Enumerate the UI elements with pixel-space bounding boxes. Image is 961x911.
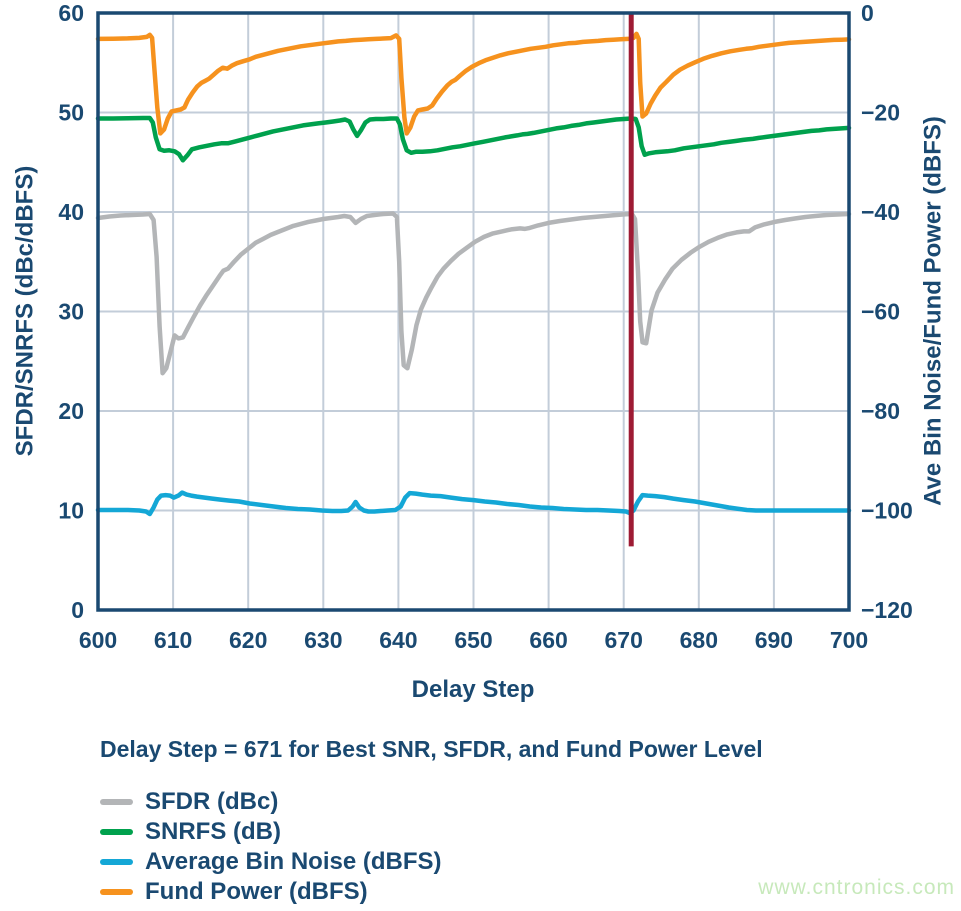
watermark: www.cntronics.com (758, 876, 955, 899)
x-tick-label: 670 (605, 627, 643, 653)
legend-item-snrfs: SNRFS (dB) (100, 817, 442, 847)
x-tick-label: 700 (830, 627, 868, 653)
y-left-tick-label: 10 (58, 498, 84, 524)
x-tick-label: 660 (529, 627, 567, 653)
x-tick-label: 630 (304, 627, 342, 653)
y-axis-left-title: SFDR/SNRFS (dBc/dBFS) (12, 166, 39, 457)
x-tick-label: 690 (755, 627, 793, 653)
x-tick-label: 620 (229, 627, 267, 653)
y-right-tick-label: −120 (861, 597, 913, 623)
y-left-tick-label: 0 (71, 597, 84, 623)
series-line-fund-power (95, 31, 852, 136)
y-left-tick-label: 50 (58, 100, 84, 126)
y-right-tick-label: −40 (861, 199, 900, 225)
snrfs-line-swatch (100, 829, 133, 835)
y-axis-right-title: Ave Bin Noise/Fund Power (dBFS) (920, 116, 947, 506)
legend-label-avg-bin-noise: Average Bin Noise (dBFS) (145, 848, 442, 875)
y-right-tick-label: 0 (861, 0, 874, 26)
legend-label-sfdr: SFDR (dBc) (145, 788, 279, 815)
plot-border (96, 11, 851, 612)
y-right-tick-label: −100 (861, 498, 913, 524)
chart-legend: SFDR (dBc) SNRFS (dB) Average Bin Noise … (100, 787, 442, 907)
x-tick-label: 640 (379, 627, 417, 653)
legend-item-fund-power: Fund Power (dBFS) (100, 877, 442, 907)
x-tick-label: 600 (79, 627, 117, 653)
y-right-tick-label: −20 (861, 100, 900, 126)
y-right-tick-label: −60 (861, 299, 900, 325)
legend-item-avg-bin-noise: Average Bin Noise (dBFS) (100, 847, 442, 877)
y-left-tick-label: 40 (58, 199, 84, 225)
avg-bin-noise-line-swatch (100, 859, 133, 865)
y-left-tick-label: 30 (58, 299, 84, 325)
series-line-snrfs (95, 115, 852, 163)
chart-caption: Delay Step = 671 for Best SNR, SFDR, and… (100, 736, 763, 762)
x-tick-label: 650 (454, 627, 492, 653)
legend-label-snrfs: SNRFS (dB) (145, 818, 281, 845)
legend-item-sfdr: SFDR (dBc) (100, 787, 442, 817)
y-left-tick-label: 20 (58, 398, 84, 424)
y-left-tick-label: 60 (58, 0, 84, 26)
sfdr-line-swatch (100, 799, 133, 805)
fund-power-line-swatch (100, 889, 133, 895)
series-line-sfdr (95, 211, 852, 376)
x-tick-label: 680 (680, 627, 718, 653)
y-right-tick-label: −80 (861, 398, 900, 424)
delay-sweep-chart: SFDR/SNRFS (dBc/dBFS) Ave Bin Noise/Fund… (12, 0, 947, 703)
x-axis-title: Delay Step (412, 676, 535, 703)
series-line-avg-bin-noise (95, 490, 852, 517)
legend-label-fund-power: Fund Power (dBFS) (145, 878, 368, 905)
x-tick-label: 610 (154, 627, 192, 653)
